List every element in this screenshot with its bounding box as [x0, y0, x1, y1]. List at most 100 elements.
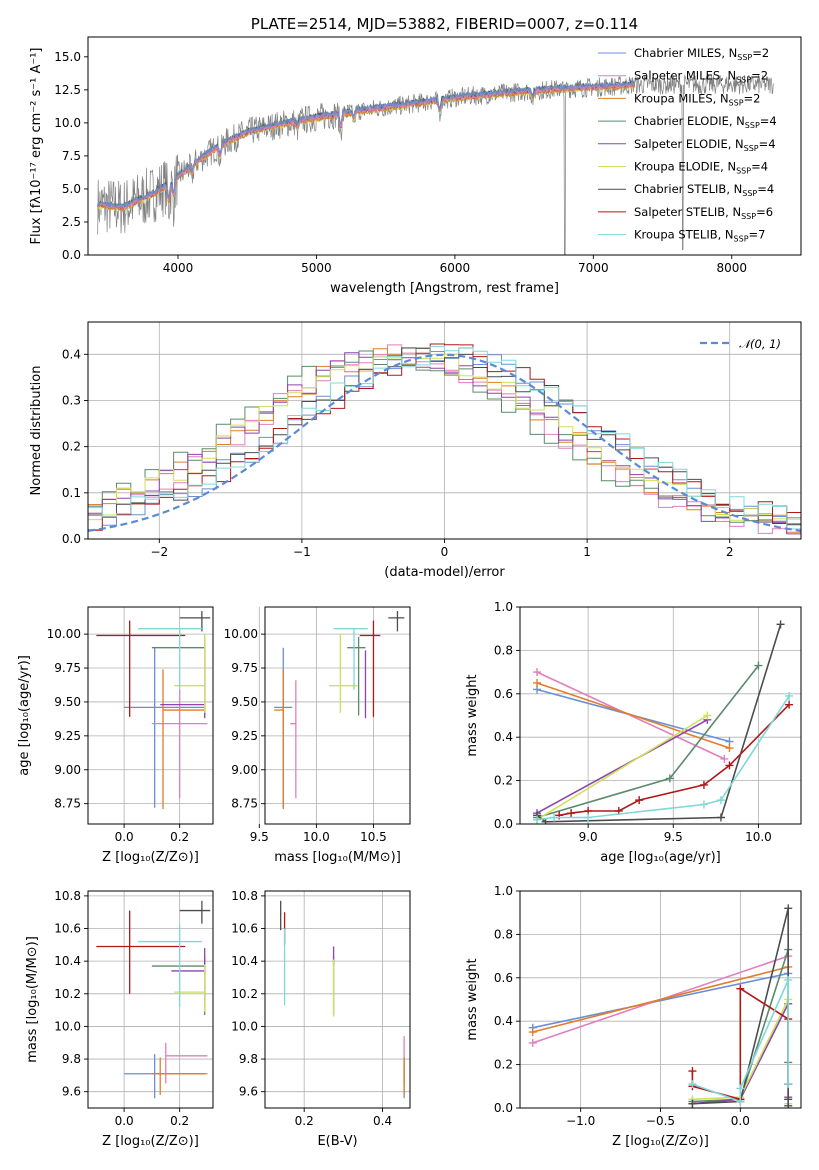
legend-entry-salpeter_miles: Salpeter MILES, NSSP=2 [634, 69, 768, 85]
weight-marker-salpeter_stelib [567, 809, 576, 818]
legend-suffix: =4 [760, 114, 777, 128]
weight_vs_age-xtick-label: 10.0 [745, 830, 772, 844]
age_vs_mass-xtick-label: 10.0 [303, 830, 330, 844]
spectrum-ytick-label: 12.5 [54, 83, 81, 97]
weight-marker-kroupa_stelib [584, 813, 593, 822]
legend-entry-kroupa_miles: Kroupa MILES, NSSP=2 [634, 91, 760, 107]
weight-marker-salpeter_stelib [688, 1067, 697, 1076]
weight-line-chabrier_miles [532, 972, 789, 1029]
weight-line-salpeter_miles [536, 671, 725, 760]
legend-suffix: =4 [757, 182, 774, 196]
spectrum-title: PLATE=2514, MJD=53882, FIBERID=0007, z=0… [251, 15, 638, 33]
weight-marker-kroupa_stelib [784, 975, 793, 984]
age_vs_mass-frame [264, 606, 411, 825]
age_vs_Z-frame [87, 606, 214, 825]
spectrum-xtick-label: 6000 [440, 261, 471, 275]
mass_vs_ebv-ytick-label: 9.6 [239, 1085, 258, 1099]
legend-subscript: SSP [736, 76, 751, 85]
mass_vs_ebv-plot [280, 900, 405, 1099]
weight_vs_age-ytick-label: 0.8 [494, 643, 513, 657]
spectrum-ytick-label: 7.5 [62, 149, 81, 163]
residuals-ytick-label: 0.4 [62, 347, 81, 361]
weight-marker-chabrier_elodie [665, 774, 674, 783]
weight_vs_Z-ytick-label: 0.0 [494, 1101, 513, 1115]
spectrum-ytick-label: 10.0 [54, 116, 81, 130]
legend-label: Salpeter ELODIE, N [634, 137, 744, 151]
residual-histogram-kroupa_miles [88, 347, 801, 533]
legend-label: Kroupa ELODIE, N [634, 160, 736, 174]
age_vs_mass-ytick-label: 9.75 [231, 661, 258, 675]
weight-line-kroupa_miles [536, 682, 730, 749]
spectrum-model-chabrier_elodie [97, 80, 635, 209]
mass_vs_ebv-ytick-label: 10.8 [231, 889, 258, 903]
weight_vs_Z-ytick-label: 1.0 [494, 884, 513, 898]
spectrum-ylabel: Flux [fλ10⁻¹⁷ erg cm⁻² s⁻¹ A⁻¹] [29, 48, 44, 245]
spectrum-ytick-label: 0.0 [62, 248, 81, 262]
legend-label: Kroupa STELIB, N [634, 228, 734, 242]
mass_vs_Z-ytick-label: 9.6 [62, 1085, 81, 1099]
legend-subscript: SSP [742, 189, 757, 198]
legend-suffix: =2 [751, 69, 768, 83]
legend-subscript: SSP [736, 167, 751, 176]
weight_vs_Z-xtick-label: −1.0 [566, 1114, 595, 1128]
legend-subscript: SSP [734, 235, 749, 244]
spectrum-ytick-label: 5.0 [62, 182, 81, 196]
spectrum-xlabel: wavelength [Angstrom, rest frame] [330, 281, 559, 296]
mass_vs_ebv-ytick-label: 10.2 [231, 987, 258, 1001]
residuals-ytick-label: 0.1 [62, 486, 81, 500]
mass_vs_Z-ytick-label: 9.8 [62, 1052, 81, 1066]
mass_vs_ebv-xlabel: E(B-V) [317, 1134, 357, 1149]
mass_vs_ebv-frame [264, 890, 411, 1109]
residuals-ylabel: Normed distribution [29, 366, 44, 496]
weight_vs_Z-ytick-label: 0.8 [494, 927, 513, 941]
mass_vs_ebv-xtick-label: 0.4 [373, 1114, 392, 1128]
residual-histogram-kroupa_elodie [88, 353, 801, 521]
spectrum-ytick-label: 15.0 [54, 50, 81, 64]
residuals-ytick-label: 0.2 [62, 440, 81, 454]
weight-marker-kroupa_stelib [785, 691, 794, 700]
weight-marker-salpeter_miles [720, 754, 729, 763]
residual-histogram-salpeter_elodie [88, 352, 801, 535]
mass_vs_Z-xlabel: Z [log₁₀(Z/Z⊙)] [102, 1134, 199, 1149]
legend-label: Kroupa MILES, N [634, 91, 729, 105]
legend-entry-chabrier_stelib: Chabrier STELIB, NSSP=4 [634, 182, 774, 198]
mass_vs_Z-frame [87, 890, 214, 1109]
age_vs_Z-xtick-label: 0.2 [170, 830, 189, 844]
weight-marker-kroupa_stelib [533, 815, 542, 824]
mass_vs_Z-ytick-label: 10.8 [54, 889, 81, 903]
legend-subscript: SSP [745, 121, 760, 130]
spectrum-model-kroupa_elodie [97, 83, 635, 212]
weight_vs_age-ytick-label: 1.0 [494, 600, 513, 614]
residuals-axes: −2 −1 0 1 2 0.0 0.1 0.2 0.3 0.4 (data-model)/error… [29, 321, 802, 580]
age_vs_mass-ytick-label: 10.00 [224, 627, 258, 641]
weight_vs_age-xtick-label: 9.5 [664, 830, 683, 844]
spectrum-xtick-label: 7000 [578, 261, 609, 275]
weight_vs_Z-frame [519, 890, 802, 1109]
weight-marker-kroupa_miles [528, 1028, 537, 1037]
weight_vs_age-ytick-label: 0.0 [494, 817, 513, 831]
weight_vs_age-ytick-label: 0.6 [494, 687, 513, 701]
weight-line-kroupa_stelib [536, 695, 790, 821]
legend-label: Salpeter STELIB, N [634, 205, 741, 219]
weight-marker-salpeter_stelib [725, 761, 734, 770]
residuals-ytick-label: 0.0 [62, 532, 81, 546]
spectrum-xtick-label: 4000 [163, 261, 194, 275]
mass_vs_Z-xtick-label: 0.0 [115, 1114, 134, 1128]
mass_vs_ebv-axes: 0.2 0.4 9.6 9.8 10.0 10.2 10.4 10.6 10.8 E(B-V) [231, 889, 411, 1149]
weight_vs_Z-ytick-label: 0.2 [494, 1058, 513, 1072]
spectrum-model-chabrier_miles [97, 79, 635, 209]
residuals-xtick-label: 2 [726, 545, 734, 559]
spectrum-model-chabrier_stelib [97, 79, 635, 209]
weight-marker-kroupa_stelib [688, 1080, 697, 1089]
weight-marker-kroupa_stelib [736, 1084, 745, 1093]
spectrum-model-salpeter_stelib [97, 81, 635, 211]
spectrum-model-salpeter_miles [97, 81, 635, 210]
weight-marker-kroupa_miles [533, 678, 542, 687]
age_vs_Z-ytick-label: 8.75 [54, 797, 81, 811]
residuals-xtick-label: −2 [150, 545, 168, 559]
weight-marker-salpeter_stelib [785, 700, 794, 709]
age_vs_mass-xlabel: mass [log₁₀(M/M⊙)] [274, 850, 401, 865]
legend-suffix: =6 [756, 205, 773, 219]
spectrum-data-line [97, 74, 774, 255]
mass_vs_Z-ytick-label: 10.6 [54, 922, 81, 936]
